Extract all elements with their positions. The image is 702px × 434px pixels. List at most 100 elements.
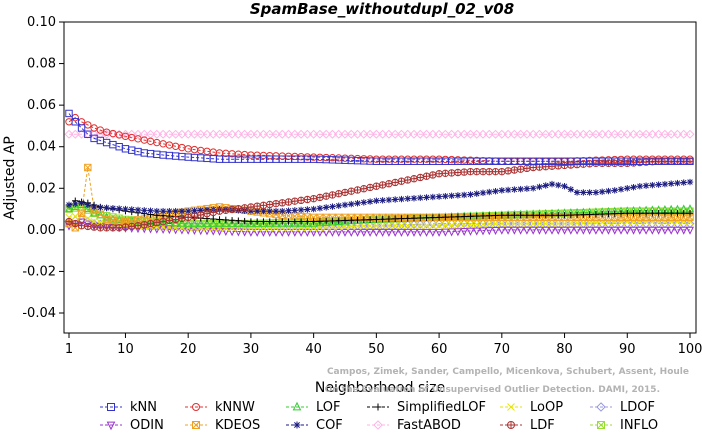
data-point-marker (327, 129, 337, 139)
data-point-marker (246, 218, 255, 227)
x-axis-label: Neighborhood size (315, 380, 445, 396)
data-point-marker (253, 218, 261, 225)
data-point-marker (454, 213, 462, 220)
data-point-marker (77, 222, 86, 230)
data-point-marker (120, 129, 130, 139)
data-point-marker (472, 129, 482, 139)
x-tick-label: 1 (65, 342, 73, 357)
data-point-marker (96, 218, 104, 226)
data-point-marker (422, 228, 431, 237)
data-point-marker (95, 129, 105, 139)
data-point-marker (316, 218, 324, 225)
data-point-marker (240, 228, 249, 237)
data-point-marker (165, 216, 174, 225)
data-point-marker (611, 210, 618, 217)
data-point-marker (404, 176, 412, 184)
data-point-marker (328, 228, 337, 237)
data-point-marker (102, 129, 112, 139)
x-tick-label: 100 (678, 342, 702, 357)
data-point-marker (573, 226, 582, 235)
data-point-marker (473, 190, 480, 197)
data-point-marker (409, 129, 419, 139)
data-point-marker (128, 206, 135, 213)
data-point-marker (304, 218, 311, 225)
legend-label: kNNW (215, 400, 255, 415)
data-point-marker (624, 210, 631, 217)
data-point-marker (109, 224, 117, 232)
data-point-marker (561, 212, 568, 219)
data-point-marker (404, 222, 412, 230)
data-point-marker (479, 167, 487, 176)
data-point-marker (196, 129, 206, 139)
data-point-marker (555, 181, 562, 189)
data-point-marker (429, 171, 437, 179)
data-point-marker (479, 189, 487, 197)
data-point-marker (497, 129, 507, 139)
data-point-marker (460, 191, 468, 199)
data-point-marker (479, 220, 487, 228)
data-point-marker (184, 213, 192, 222)
data-point-marker (654, 129, 664, 139)
data-point-marker (611, 187, 618, 194)
data-point-marker (164, 129, 174, 139)
data-point-marker (171, 129, 181, 139)
data-point-marker (341, 188, 349, 197)
data-point-marker (196, 227, 205, 236)
data-point-marker (134, 206, 142, 214)
data-point-marker (290, 228, 299, 237)
data-point-marker (221, 129, 231, 139)
data-point-marker (240, 218, 249, 227)
legend-label: LoOP (530, 400, 563, 415)
data-point-marker (617, 210, 625, 217)
data-point-marker (247, 203, 255, 211)
data-point-marker (448, 192, 455, 199)
data-point-marker (228, 217, 236, 224)
data-point-marker (459, 129, 469, 139)
data-point-marker (115, 224, 123, 232)
data-point-marker (277, 129, 287, 139)
legend-label: FastABOD (397, 418, 461, 433)
data-point-marker (291, 218, 299, 225)
data-point-marker (96, 224, 105, 232)
data-point-marker (466, 167, 475, 176)
data-point-marker (192, 403, 200, 411)
data-point-marker (192, 421, 200, 429)
data-point-marker (253, 202, 261, 210)
x-tick-label: 10 (117, 342, 134, 357)
data-point-marker (473, 212, 480, 220)
data-point-marker (279, 207, 286, 215)
data-point-marker (127, 129, 137, 139)
legend-label: LDOF (620, 400, 655, 415)
data-point-marker (335, 202, 342, 209)
plot-frame (63, 21, 697, 334)
data-point-marker (197, 211, 205, 219)
data-point-marker (309, 194, 318, 203)
data-point-marker (435, 214, 443, 221)
data-point-marker (340, 129, 350, 139)
y-axis-label: Adjusted AP (2, 136, 18, 220)
data-point-marker (310, 224, 318, 232)
data-point-marker (247, 218, 255, 225)
data-point-marker (511, 212, 518, 219)
data-point-marker (466, 221, 475, 229)
data-point-marker (353, 186, 362, 194)
data-point-marker (385, 215, 393, 223)
data-point-marker (372, 182, 381, 190)
data-point-marker (65, 201, 73, 209)
data-point-marker (71, 202, 80, 211)
data-point-marker (548, 212, 556, 219)
data-point-marker (592, 189, 600, 196)
data-point-marker (478, 227, 488, 236)
data-point-marker (567, 186, 575, 193)
data-point-marker (64, 129, 74, 139)
data-point-marker (297, 196, 305, 205)
data-point-marker (674, 210, 681, 217)
data-point-marker (597, 421, 605, 429)
legend-item-loop: LoOP (500, 400, 563, 415)
data-point-marker (541, 129, 551, 139)
data-point-marker (96, 126, 105, 134)
data-point-marker (428, 228, 437, 237)
legend-label: KDEOS (215, 418, 260, 433)
data-point-marker (221, 218, 230, 227)
data-point-marker (372, 228, 381, 237)
